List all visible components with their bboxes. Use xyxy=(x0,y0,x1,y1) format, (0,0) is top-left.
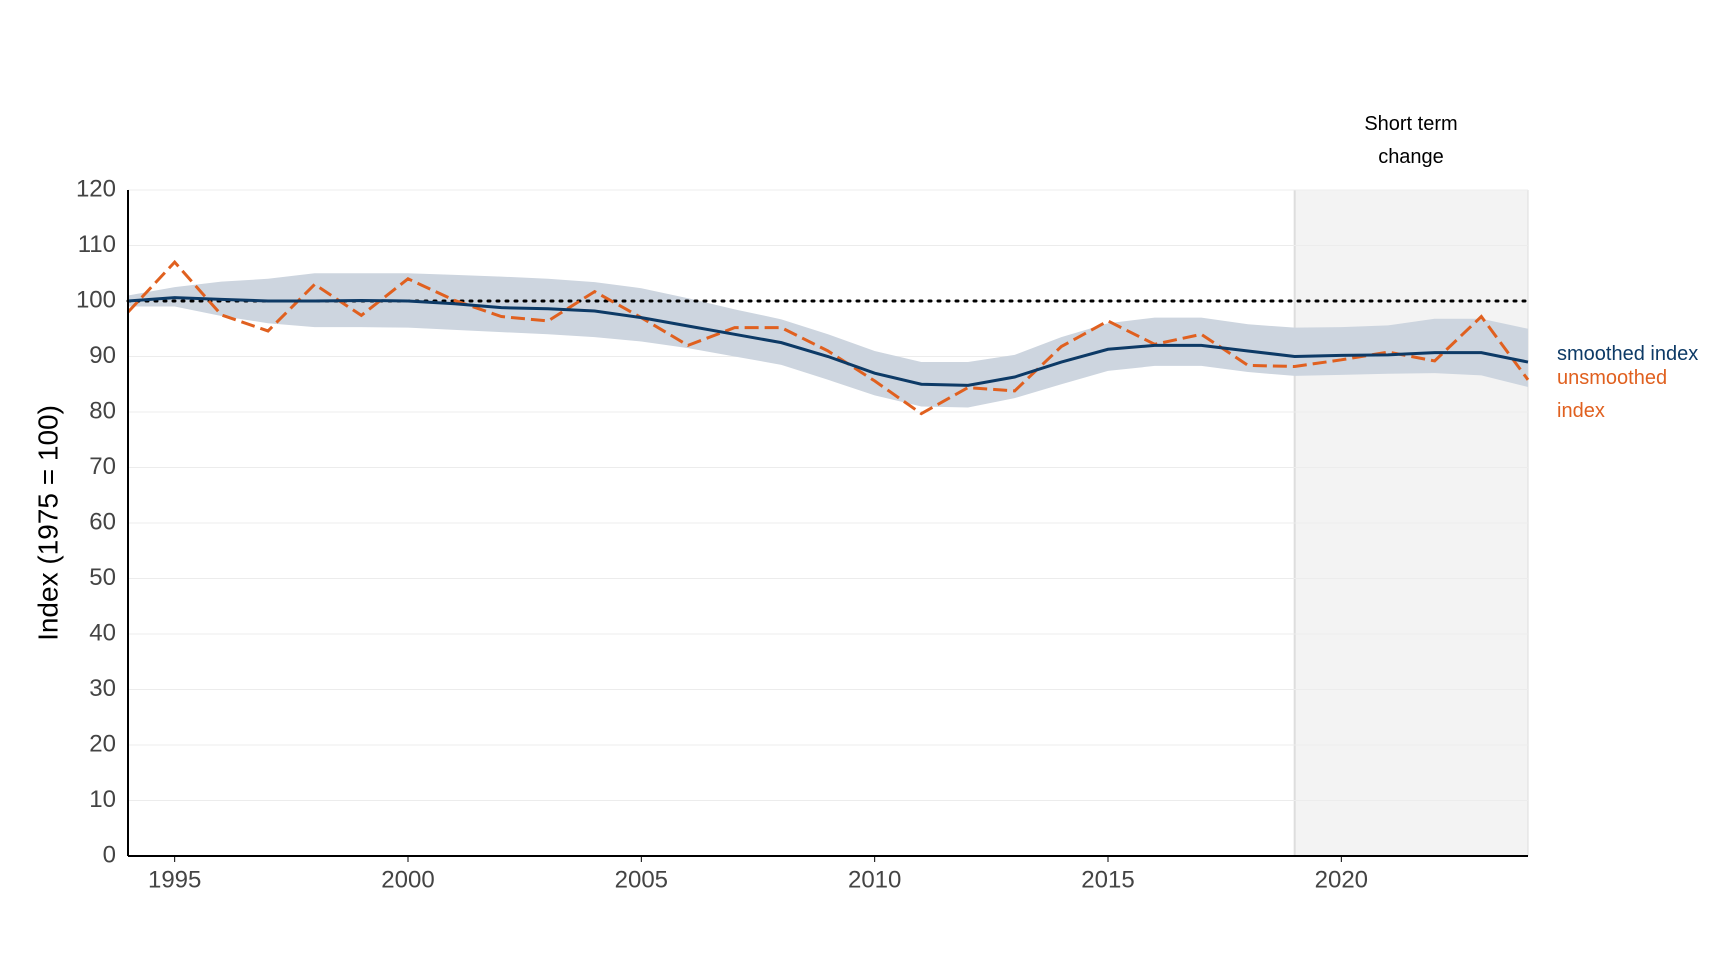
y-tick-label: 40 xyxy=(89,619,116,646)
y-tick-label: 50 xyxy=(89,564,116,591)
y-tick-label: 20 xyxy=(89,730,116,757)
x-tick-label: 2010 xyxy=(848,866,901,893)
y-tick-label: 110 xyxy=(78,231,116,258)
y-tick-label: 100 xyxy=(76,286,116,313)
x-tick-label: 2000 xyxy=(381,866,434,893)
y-tick-label: 30 xyxy=(89,675,116,702)
series-line xyxy=(127,296,1529,387)
y-tick-label: 60 xyxy=(89,508,116,535)
y-tick-label: 70 xyxy=(89,453,116,480)
legend-entry: unsmoothed index xyxy=(1557,367,1668,422)
x-tick-label: 2015 xyxy=(1081,866,1134,893)
y-tick-label: 80 xyxy=(89,397,116,424)
series-line xyxy=(126,259,1530,416)
y-axis-label: Index (1975 = 100) xyxy=(32,405,63,641)
y-tick-label: 0 xyxy=(103,841,116,868)
x-tick-label: 2005 xyxy=(615,866,668,893)
y-tick-label: 10 xyxy=(89,786,116,813)
x-tick-label: 2020 xyxy=(1315,866,1368,893)
short-term-label: Short term change xyxy=(1364,113,1458,168)
legend-entry: smoothed index xyxy=(1557,343,1699,365)
x-tick-label: 1995 xyxy=(148,866,201,893)
y-tick-label: 90 xyxy=(89,342,116,369)
y-tick-label: 120 xyxy=(76,175,116,202)
